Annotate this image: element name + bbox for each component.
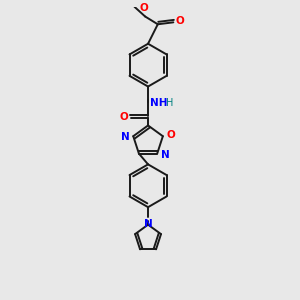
Text: N: N xyxy=(144,219,152,229)
Text: O: O xyxy=(140,3,148,13)
Text: O: O xyxy=(120,112,129,122)
Text: H: H xyxy=(166,98,173,108)
Text: O: O xyxy=(175,16,184,26)
Text: N: N xyxy=(161,150,170,160)
Text: O: O xyxy=(167,130,176,140)
Text: NH: NH xyxy=(150,98,167,108)
Text: N: N xyxy=(121,132,129,142)
